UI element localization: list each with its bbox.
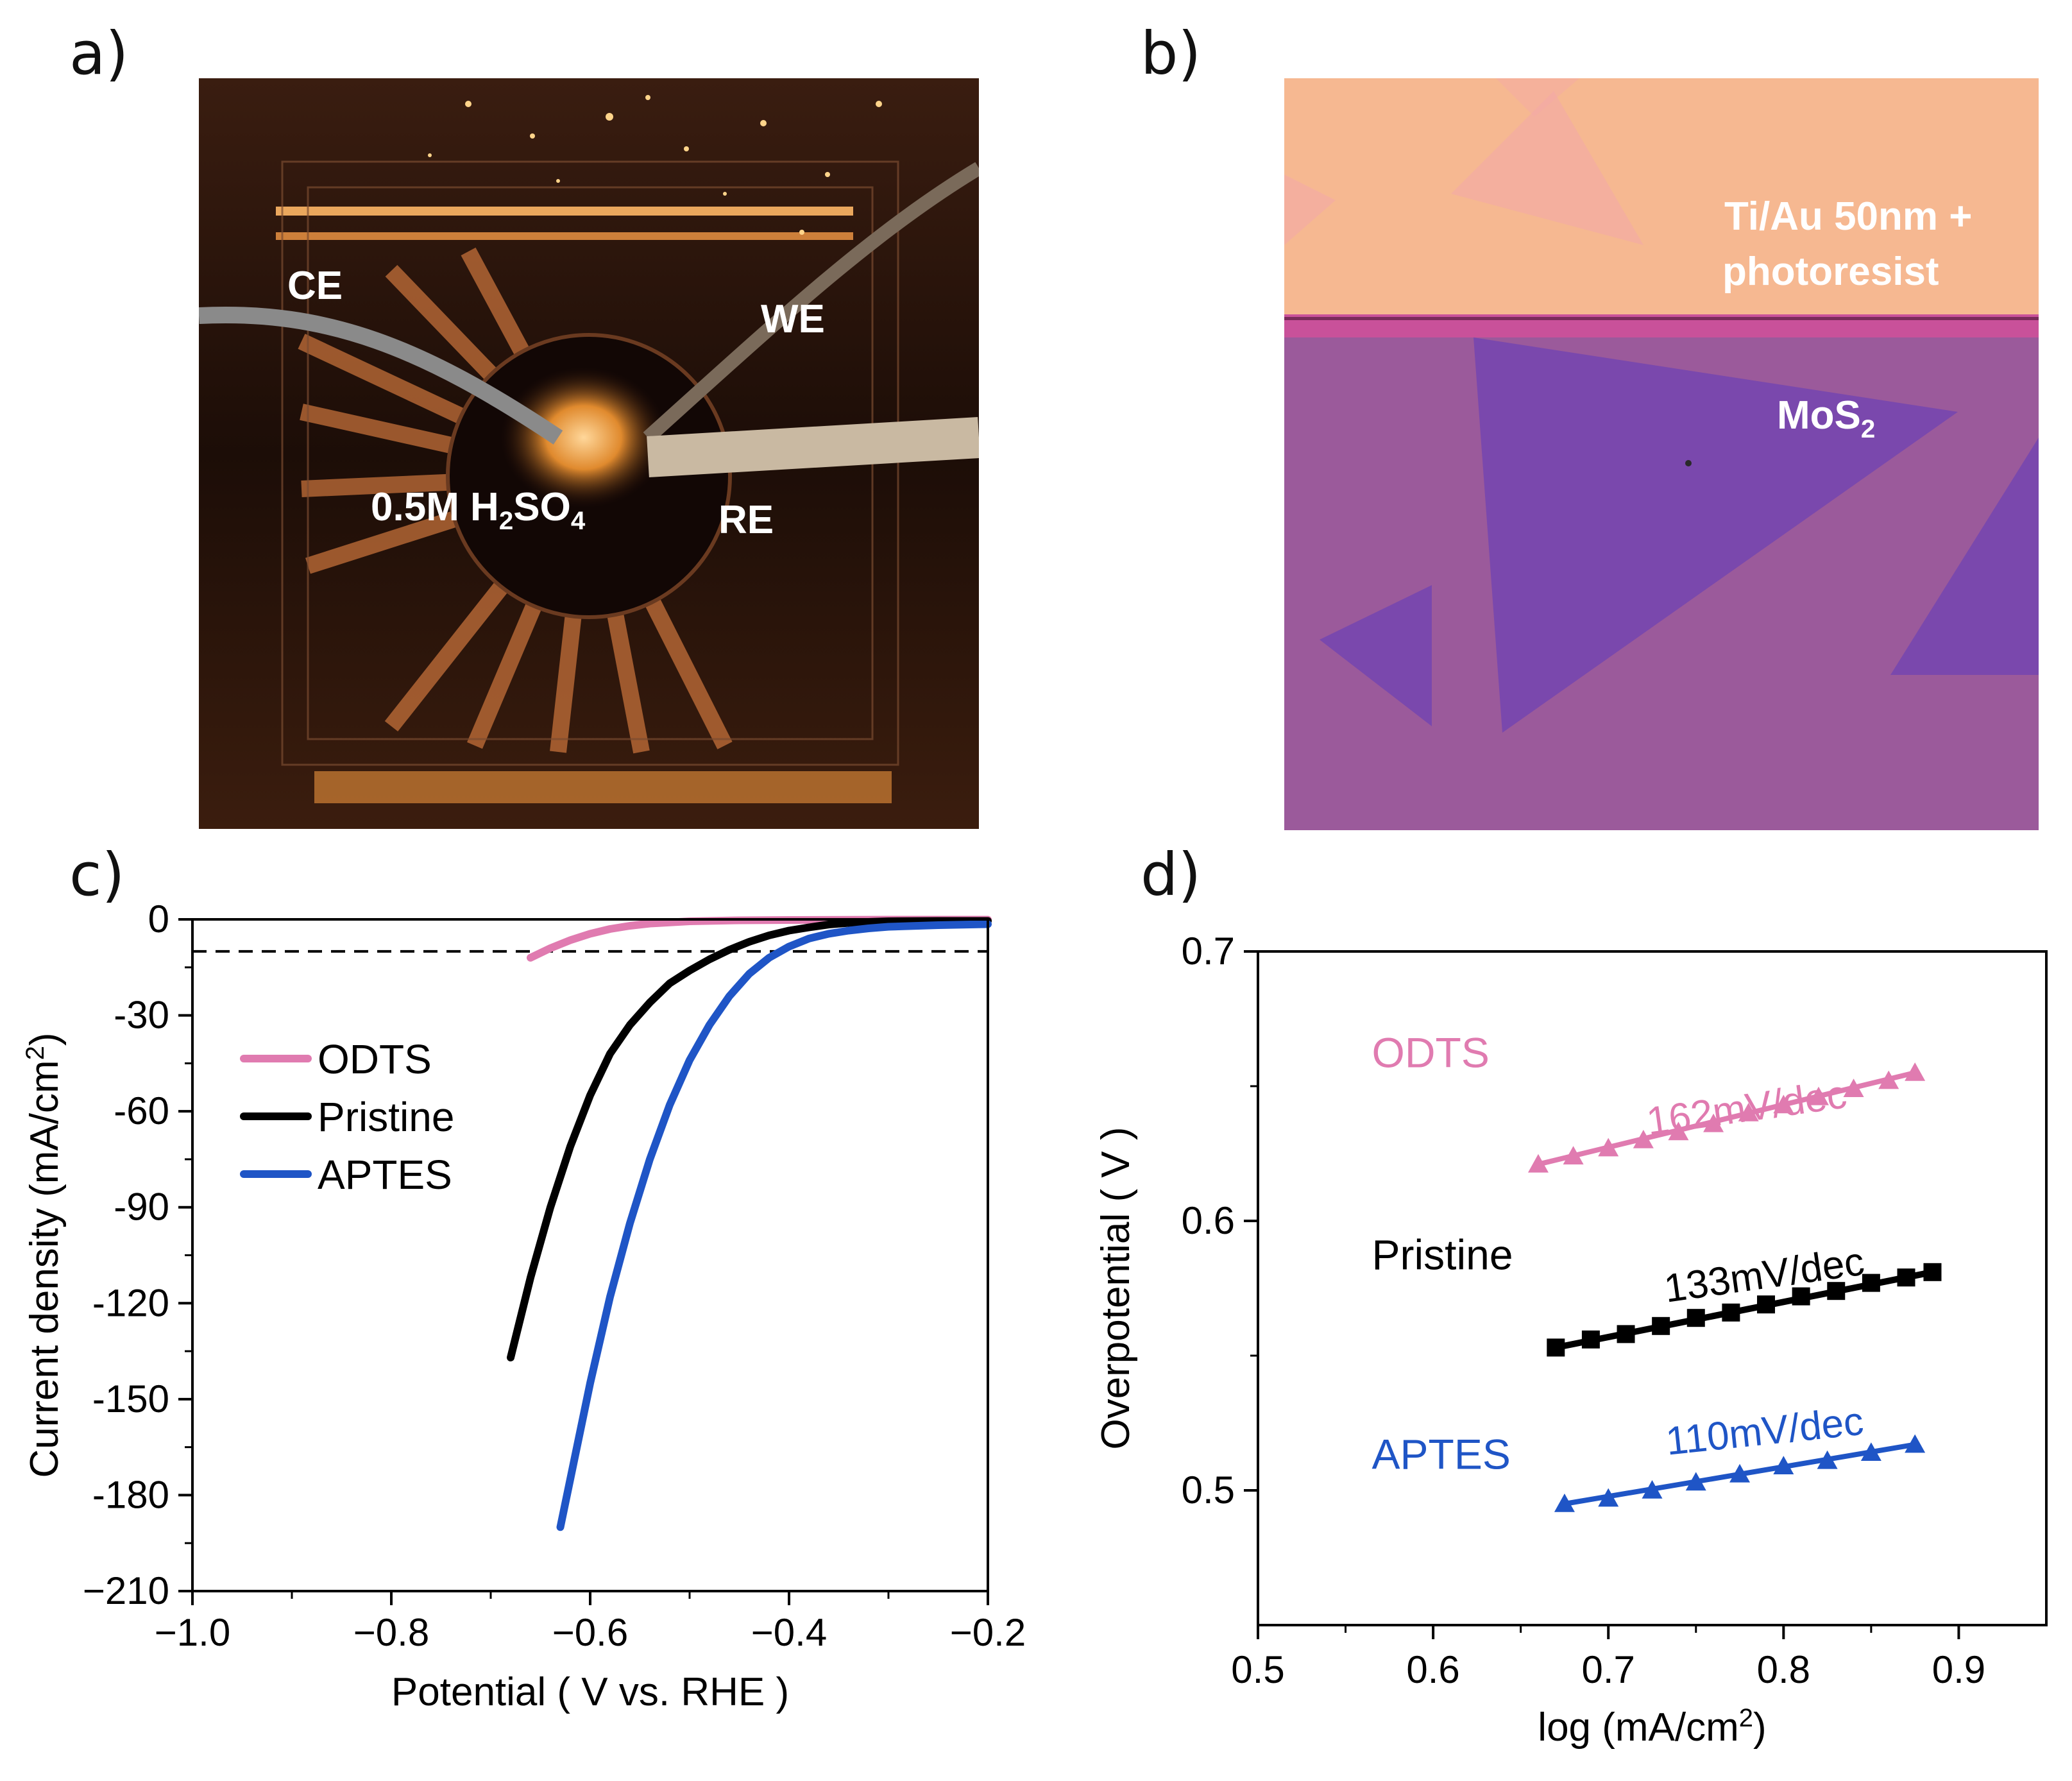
data-point-odts xyxy=(1843,1078,1864,1097)
series-name-odts: ODTS xyxy=(1372,1029,1490,1077)
plot-frame xyxy=(191,918,989,1592)
y-tick-label: 0.6 xyxy=(1182,1199,1235,1242)
y-tick-label: -60 xyxy=(114,1089,169,1132)
data-point-pristine xyxy=(1652,1317,1670,1335)
y-tick-label: -180 xyxy=(92,1473,169,1516)
x-tick-label: −0.6 xyxy=(552,1611,628,1654)
data-point-aptes xyxy=(1554,1494,1575,1512)
mos2-micrograph xyxy=(1284,78,2039,830)
x-tick-label: 0.7 xyxy=(1582,1648,1635,1691)
data-point-aptes xyxy=(1729,1463,1751,1483)
panel-label-d: d) xyxy=(1141,840,1202,909)
x-tick-label: 0.6 xyxy=(1406,1648,1459,1691)
data-point-pristine xyxy=(1722,1303,1740,1322)
y-tick-label: 0 xyxy=(148,898,169,941)
x-axis-label: Potential ( V vs. RHE ) xyxy=(391,1670,789,1714)
contact-label-line2: photoresist xyxy=(1722,250,1939,294)
y-tick-label: -120 xyxy=(92,1281,169,1324)
y-tick-label: -30 xyxy=(114,994,169,1037)
working-electrode-label: WE xyxy=(761,297,825,341)
data-point-aptes xyxy=(1860,1442,1881,1461)
data-point-aptes xyxy=(1905,1434,1926,1453)
mos2-label: MoS2 xyxy=(1777,393,1876,444)
legend-label-pristine: Pristine xyxy=(318,1094,454,1140)
chart-c: −1.0 −0.8 −0.6 −0.4 −0.2 0 -30 -60 -90 -120 -150 -1… xyxy=(0,898,1039,1781)
data-point-aptes xyxy=(1817,1450,1838,1469)
data-point-odts xyxy=(1563,1146,1584,1164)
y-tick-label: -150 xyxy=(92,1377,169,1420)
y-axis-label: Overpotential ( V ) xyxy=(1094,1127,1138,1449)
x-tick-label: −0.8 xyxy=(353,1611,429,1654)
data-point-pristine xyxy=(1897,1268,1915,1287)
data-point-pristine xyxy=(1827,1282,1846,1300)
x-tick-label: 0.9 xyxy=(1932,1648,1985,1691)
panel-label-c: c) xyxy=(69,840,125,909)
panel-label-a: a) xyxy=(69,19,129,88)
data-point-pristine xyxy=(1757,1295,1776,1314)
data-point-aptes xyxy=(1598,1488,1619,1507)
series-line-pristine xyxy=(507,917,992,1361)
data-point-aptes xyxy=(1642,1480,1663,1499)
x-tick-label: −0.2 xyxy=(950,1611,1026,1654)
y-tick-label: -90 xyxy=(114,1186,169,1229)
electrochemical-cell-photo xyxy=(199,78,979,829)
data-point-odts xyxy=(1668,1121,1689,1141)
data-point-odts xyxy=(1808,1086,1829,1105)
data-point-odts xyxy=(1703,1113,1724,1132)
data-point-odts xyxy=(1598,1138,1619,1157)
panel-label-b: b) xyxy=(1141,19,1202,88)
data-point-odts xyxy=(1527,1154,1549,1173)
data-point-pristine xyxy=(1792,1287,1810,1306)
data-point-pristine xyxy=(1862,1274,1880,1292)
y-tick-label: 0.7 xyxy=(1182,930,1235,973)
data-point-pristine xyxy=(1686,1309,1705,1327)
series-name-pristine: Pristine xyxy=(1372,1231,1513,1279)
chart-d: ODTS 162mV/dec Pristine 133mV/dec APTES 110mV… xyxy=(1039,898,2072,1781)
series-name-aptes: APTES xyxy=(1372,1430,1511,1478)
x-tick-label: −0.4 xyxy=(751,1611,827,1654)
x-tick-label: 0.5 xyxy=(1231,1648,1284,1691)
data-point-pristine xyxy=(1923,1263,1942,1281)
data-point-aptes xyxy=(1685,1472,1706,1491)
legend-label-odts: ODTS xyxy=(318,1036,432,1082)
data-point-odts xyxy=(1878,1070,1899,1089)
x-axis-label: log (mA/cm2) xyxy=(1538,1704,1766,1750)
data-point-odts xyxy=(1633,1130,1654,1148)
slope-label-aptes: 110mV/dec xyxy=(1664,1399,1866,1464)
reference-electrode-label: RE xyxy=(718,498,774,542)
data-point-odts xyxy=(1773,1095,1794,1114)
y-axis-label: Current density (mA/cm2) xyxy=(21,1032,67,1478)
electrolyte-label: 0.5M H2SO4 xyxy=(371,485,586,536)
series-line-aptes xyxy=(556,920,992,1531)
slope-label-odts: 162mV/dec xyxy=(1644,1072,1849,1144)
data-point-pristine xyxy=(1581,1330,1600,1349)
data-point-pristine xyxy=(1617,1325,1635,1343)
y-tick-label: −210 xyxy=(83,1569,169,1612)
data-point-pristine xyxy=(1547,1338,1565,1357)
legend-label-aptes: APTES xyxy=(318,1152,452,1198)
counter-electrode-label: CE xyxy=(287,264,343,308)
data-point-odts xyxy=(1905,1062,1926,1081)
data-point-odts xyxy=(1738,1103,1759,1121)
x-tick-label: −1.0 xyxy=(155,1611,230,1654)
x-tick-label: 0.8 xyxy=(1757,1648,1810,1691)
contact-label-line1: Ti/Au 50nm + xyxy=(1724,194,1973,239)
data-point-aptes xyxy=(1773,1456,1794,1474)
plot-frame xyxy=(1257,950,2048,1626)
y-tick-label: 0.5 xyxy=(1182,1469,1235,1512)
